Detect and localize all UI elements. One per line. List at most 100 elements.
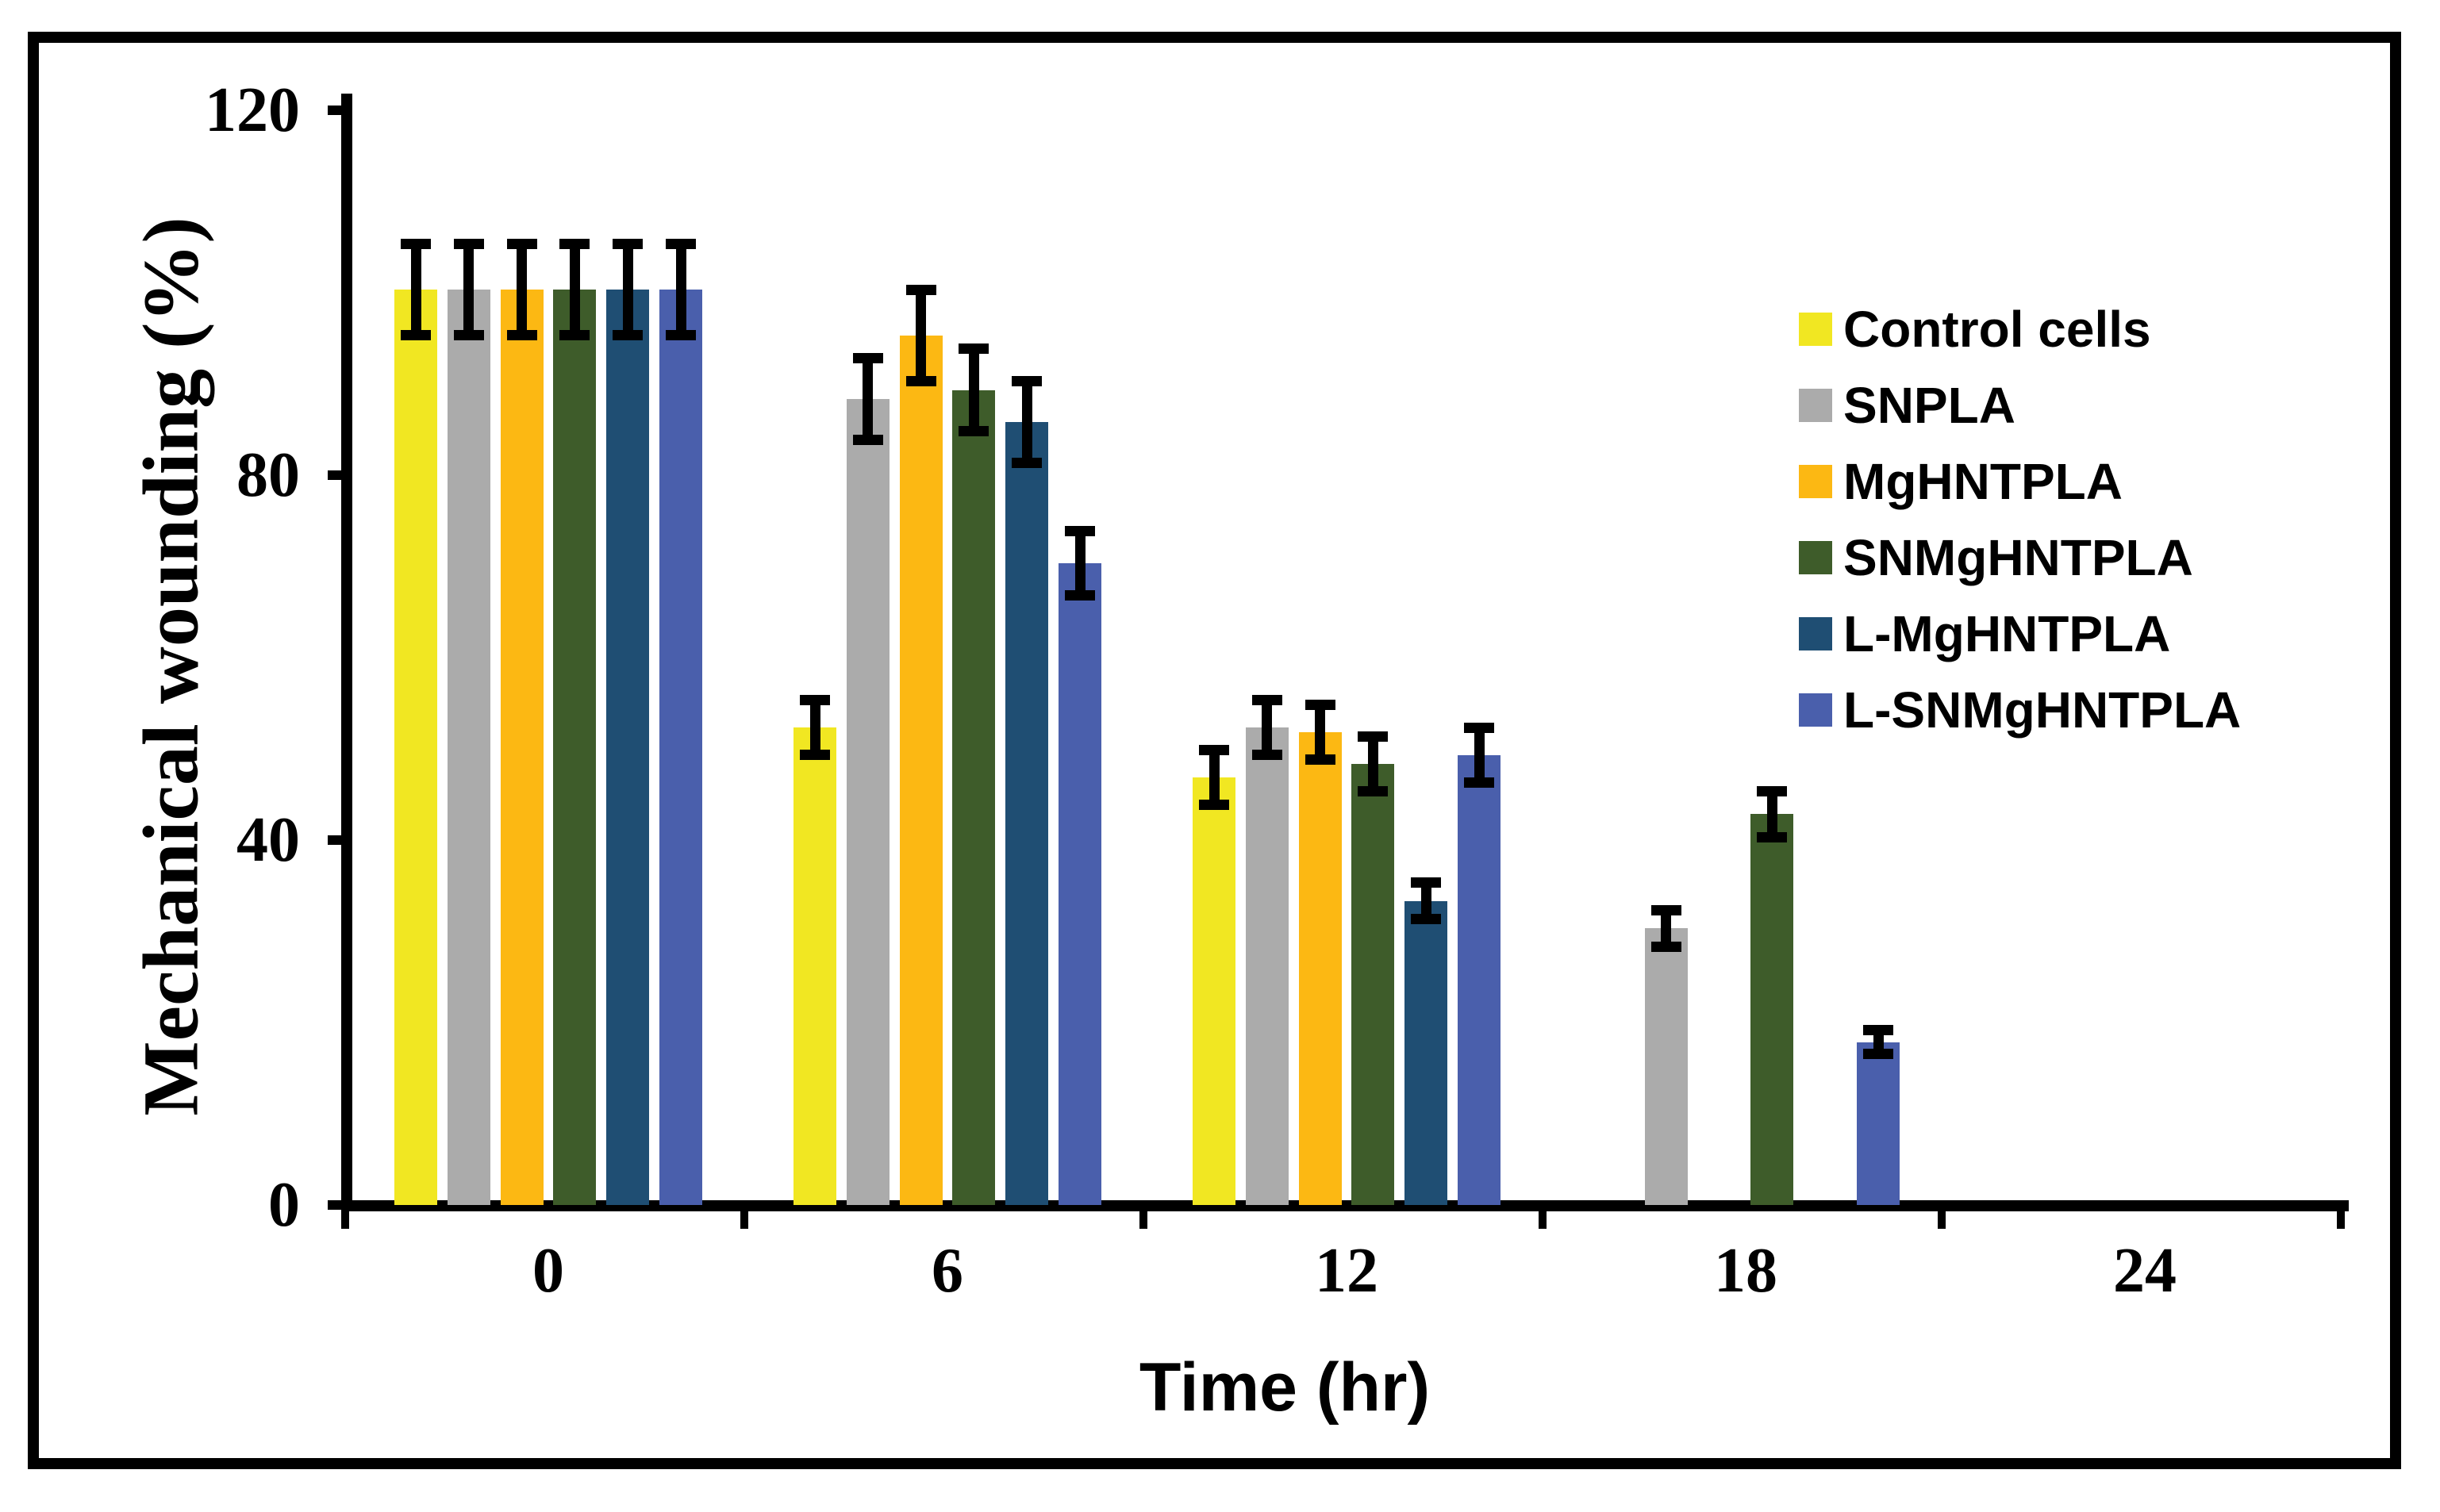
bar-l-snmghntpla-t6 [1059,563,1101,1205]
x-axis-line [341,1200,2349,1211]
legend-label: SNMgHNTPLA [1843,529,2193,586]
error-bar-cap [613,330,644,340]
error-bar-stem [1661,910,1672,946]
y-axis-line [341,94,352,1211]
y-tick-mark [328,1200,341,1210]
error-bar-cap [401,239,431,249]
bar-snpla-t18 [1644,928,1688,1205]
error-bar-stem [622,244,633,336]
legend-label: SNPLA [1843,377,2015,434]
legend-swatch [1799,313,1832,346]
error-bar-stem [517,244,528,336]
bar-snmghntpla-t18 [1750,814,1794,1205]
bar-mghntpla-t0 [500,290,544,1205]
error-bar-cap [1358,786,1389,796]
error-bar-cap [1863,1025,1893,1036]
x-axis-title: Time (hr) [1139,1349,1431,1426]
error-bar-cap [800,750,830,760]
error-bar-cap [506,239,537,249]
error-bar-cap [1251,695,1282,705]
error-bar-cap [613,239,644,249]
error-bar-cap [959,425,989,436]
error-bar-stem [863,358,874,440]
bar-l-mghntpla-t6 [1005,421,1049,1205]
error-bar-cap [1012,375,1043,386]
error-bar-stem [675,244,686,336]
legend-label: L-SNMgHNTPLA [1843,681,2242,739]
bar-snpla-t12 [1245,727,1289,1205]
error-bar-cap [852,352,883,363]
error-bar-cap [1065,589,1095,601]
error-bar-cap [959,343,989,355]
x-tick-mark [740,1211,748,1229]
error-bar-cap [559,330,590,340]
legend-swatch [1799,465,1832,498]
x-tick-label: 18 [1714,1236,1777,1306]
error-bar-cap [1358,731,1389,742]
error-bar-stem [1315,704,1326,760]
error-bar-stem [1474,727,1485,782]
error-bar-cap [1464,777,1494,788]
error-bar-stem [1420,882,1431,919]
bar-snpla-t0 [447,290,490,1205]
error-bar-stem [809,700,820,755]
x-tick-mark [1938,1211,1946,1229]
bar-l-snmghntpla-t0 [659,290,702,1205]
error-bar-stem [1074,531,1086,596]
error-bar-cap [1650,941,1681,952]
error-bar-cap [1411,877,1442,888]
error-bar-cap [905,375,936,386]
bar-control-cells-t12 [1193,777,1235,1205]
legend-swatch [1799,389,1832,422]
legend-swatch [1799,541,1832,574]
bar-control-cells-t0 [394,290,437,1205]
error-bar-cap [1251,750,1282,760]
error-bar-cap [453,239,484,249]
x-tick-label: 12 [1315,1236,1378,1306]
error-bar-stem [916,290,927,381]
bar-control-cells-t6 [793,727,836,1205]
error-bar-cap [1464,722,1494,733]
error-bar-cap [1305,699,1335,710]
figure-border [28,32,2401,1469]
error-bar-cap [559,239,590,249]
bar-l-snmghntpla-t18 [1857,1042,1900,1205]
error-bar-cap [800,695,830,705]
x-tick-label: 24 [2113,1236,2177,1306]
error-bar-cap [852,435,883,446]
y-tick-mark [328,106,341,115]
error-bar-cap [1411,914,1442,924]
error-bar-cap [401,330,431,340]
x-tick-label: 0 [532,1236,564,1306]
error-bar-cap [506,330,537,340]
y-tick-mark [328,470,341,480]
legend-label: Control cells [1843,301,2151,358]
y-tick-label: 80 [236,440,300,510]
y-tick-label: 120 [205,75,300,145]
x-tick-mark [1139,1211,1147,1229]
error-bar-cap [666,239,696,249]
error-bar-stem [1873,1030,1884,1054]
error-bar-cap [905,284,936,295]
y-tick-mark [328,835,341,845]
error-bar-stem [410,244,421,336]
error-bar-stem [463,244,475,336]
bar-l-snmghntpla-t12 [1458,754,1501,1205]
x-tick-mark [1539,1211,1547,1229]
error-bar-stem [1021,381,1032,463]
legend-swatch [1799,617,1832,650]
error-bar-stem [1367,736,1378,792]
bar-snmghntpla-t12 [1351,764,1395,1205]
x-tick-mark [341,1211,349,1229]
legend-label: L-MgHNTPLA [1843,605,2171,662]
error-bar-stem [968,348,979,432]
error-bar-cap [1305,754,1335,765]
legend-label: MgHNTPLA [1843,453,2123,510]
error-bar-cap [1863,1049,1893,1060]
error-bar-cap [1757,786,1788,796]
y-axis-title: Mechanical wounding (%) [126,217,215,1116]
error-bar-cap [1199,745,1229,756]
error-bar-cap [1065,526,1095,537]
bar-snpla-t6 [846,399,890,1205]
